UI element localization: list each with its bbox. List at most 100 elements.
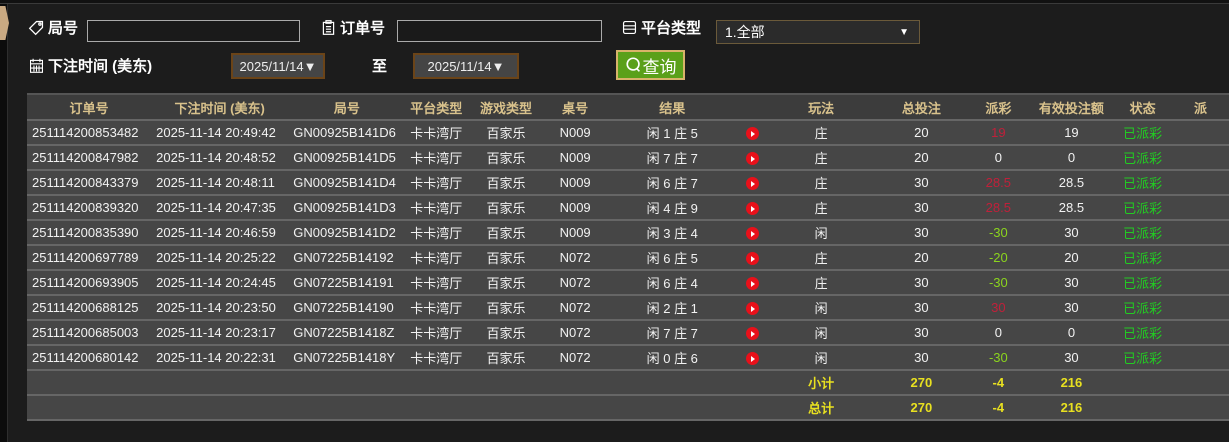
cell-order: 251114200680142	[27, 345, 152, 371]
cell-payout: 19	[967, 120, 1030, 146]
cell-valid: 30	[1029, 220, 1114, 246]
date-from-picker[interactable]: 2025/11/14▼	[231, 53, 325, 79]
subtotal-bet: 270	[875, 370, 968, 396]
play-video-icon[interactable]	[746, 302, 760, 316]
empty-cell	[1171, 320, 1229, 346]
clipboard-icon	[322, 20, 335, 35]
table-row[interactable]: 251114200697789 2025-11-14 20:25:22 GN0722…	[27, 245, 1229, 271]
cell-play: 庄	[766, 145, 876, 171]
order-label: 订单号	[320, 17, 385, 38]
table-row[interactable]: 251114200693905 2025-11-14 20:24:45 GN0722…	[27, 270, 1229, 296]
cell-game: 百家乐	[466, 345, 546, 371]
order-input[interactable]	[397, 20, 602, 42]
cell-play: 庄	[766, 170, 876, 196]
empty-cell	[545, 395, 606, 421]
cell-bet: 30	[875, 295, 968, 321]
play-video-icon[interactable]	[746, 177, 760, 191]
round-label: 局号	[28, 17, 78, 38]
cell-valid: 0	[1029, 320, 1114, 346]
table-row[interactable]: 251114200688125 2025-11-14 20:23:50 GN0722…	[27, 295, 1229, 321]
cell-order: 251114200847982	[27, 145, 152, 171]
cell-time: 2025-11-14 20:48:52	[151, 145, 289, 171]
replay-cell	[739, 120, 767, 146]
cell-bet: 30	[875, 270, 968, 296]
table-row[interactable]: 251114200685003 2025-11-14 20:23:17 GN0722…	[27, 320, 1229, 346]
total-valid: 216	[1029, 395, 1114, 421]
cell-valid: 19	[1029, 120, 1114, 146]
cell-payout: -30	[967, 345, 1030, 371]
calendar-icon	[29, 58, 44, 73]
cell-result: 闲 7 庄 7	[605, 320, 740, 346]
table-row[interactable]: 251114200847982 2025-11-14 20:48:52 GN0092…	[27, 145, 1229, 171]
empty-cell	[1171, 245, 1229, 271]
empty-cell	[605, 370, 740, 396]
column-header: 结果	[605, 93, 740, 121]
table-row[interactable]: 251114200853482 2025-11-14 20:49:42 GN0092…	[27, 120, 1229, 146]
total-payout: -4	[967, 395, 1030, 421]
cell-time: 2025-11-14 20:22:31	[151, 345, 289, 371]
table-row[interactable]: 251114200680142 2025-11-14 20:22:31 GN0722…	[27, 345, 1229, 371]
cell-status: 已派彩	[1113, 170, 1172, 196]
side-handle[interactable]	[0, 6, 9, 40]
cell-bet: 30	[875, 170, 968, 196]
cell-order: 251114200697789	[27, 245, 152, 271]
column-header: 下注时间 (美东)	[151, 93, 289, 121]
empty-cell	[405, 395, 467, 421]
play-video-icon[interactable]	[746, 277, 760, 291]
cell-order: 251114200839320	[27, 195, 152, 221]
play-video-icon[interactable]	[746, 127, 760, 141]
column-header: 派彩	[967, 93, 1030, 121]
replay-cell	[739, 145, 767, 171]
cell-play: 闲	[766, 295, 876, 321]
empty-cell	[545, 370, 606, 396]
total-row: 总计 270 -4 216	[27, 395, 1229, 421]
empty-cell	[739, 370, 767, 396]
empty-cell	[1171, 220, 1229, 246]
empty-cell	[27, 370, 152, 396]
cell-platform: 卡卡湾厅	[405, 345, 467, 371]
cell-payout: 28.5	[967, 195, 1030, 221]
cell-platform: 卡卡湾厅	[405, 195, 467, 221]
play-video-icon[interactable]	[746, 352, 760, 366]
query-button[interactable]: 查询	[616, 50, 685, 80]
play-video-icon[interactable]	[746, 152, 760, 166]
play-video-icon[interactable]	[746, 227, 760, 241]
empty-cell	[1171, 170, 1229, 196]
play-video-icon[interactable]	[746, 202, 760, 216]
bet-time-label: 下注时间 (美东)	[28, 55, 152, 76]
empty-cell	[1113, 395, 1172, 421]
cell-order: 251114200688125	[27, 295, 152, 321]
cell-result: 闲 6 庄 7	[605, 170, 740, 196]
play-video-icon[interactable]	[746, 252, 760, 266]
cell-table: N009	[545, 120, 606, 146]
cell-play: 庄	[766, 195, 876, 221]
cell-result: 闲 4 庄 9	[605, 195, 740, 221]
empty-cell	[151, 370, 289, 396]
table-header-row: 订单号 下注时间 (美东) 局号 平台类型 游戏类型 桌号 结果 玩法 总投注 派彩 有效投注额 状态…	[27, 93, 1229, 121]
cell-table: N009	[545, 220, 606, 246]
table-row[interactable]: 251114200839320 2025-11-14 20:47:35 GN0092…	[27, 195, 1229, 221]
cell-order: 251114200693905	[27, 270, 152, 296]
date-to-picker[interactable]: 2025/11/14▼	[413, 53, 519, 79]
empty-cell	[151, 395, 289, 421]
dropdown-arrow-icon: ▼	[899, 26, 909, 38]
total-label: 总计	[766, 395, 876, 421]
empty-cell	[1113, 370, 1172, 396]
subtotal-valid: 216	[1029, 370, 1114, 396]
play-video-icon[interactable]	[746, 327, 760, 341]
cell-result: 闲 6 庄 4	[605, 270, 740, 296]
cell-round: GN00925B141D6	[288, 120, 406, 146]
cell-status: 已派彩	[1113, 345, 1172, 371]
cell-round: GN00925B141D4	[288, 170, 406, 196]
empty-cell	[739, 395, 767, 421]
table-row[interactable]: 251114200843379 2025-11-14 20:48:11 GN0092…	[27, 170, 1229, 196]
empty-cell	[1171, 270, 1229, 296]
cell-status: 已派彩	[1113, 245, 1172, 271]
table-row[interactable]: 251114200835390 2025-11-14 20:46:59 GN0092…	[27, 220, 1229, 246]
platform-select[interactable]: 1.全部 ▼	[716, 20, 920, 44]
column-header: 桌号	[545, 93, 606, 121]
replay-cell	[739, 270, 767, 296]
round-input[interactable]	[87, 20, 300, 42]
left-strip	[0, 4, 8, 442]
cell-platform: 卡卡湾厅	[405, 295, 467, 321]
